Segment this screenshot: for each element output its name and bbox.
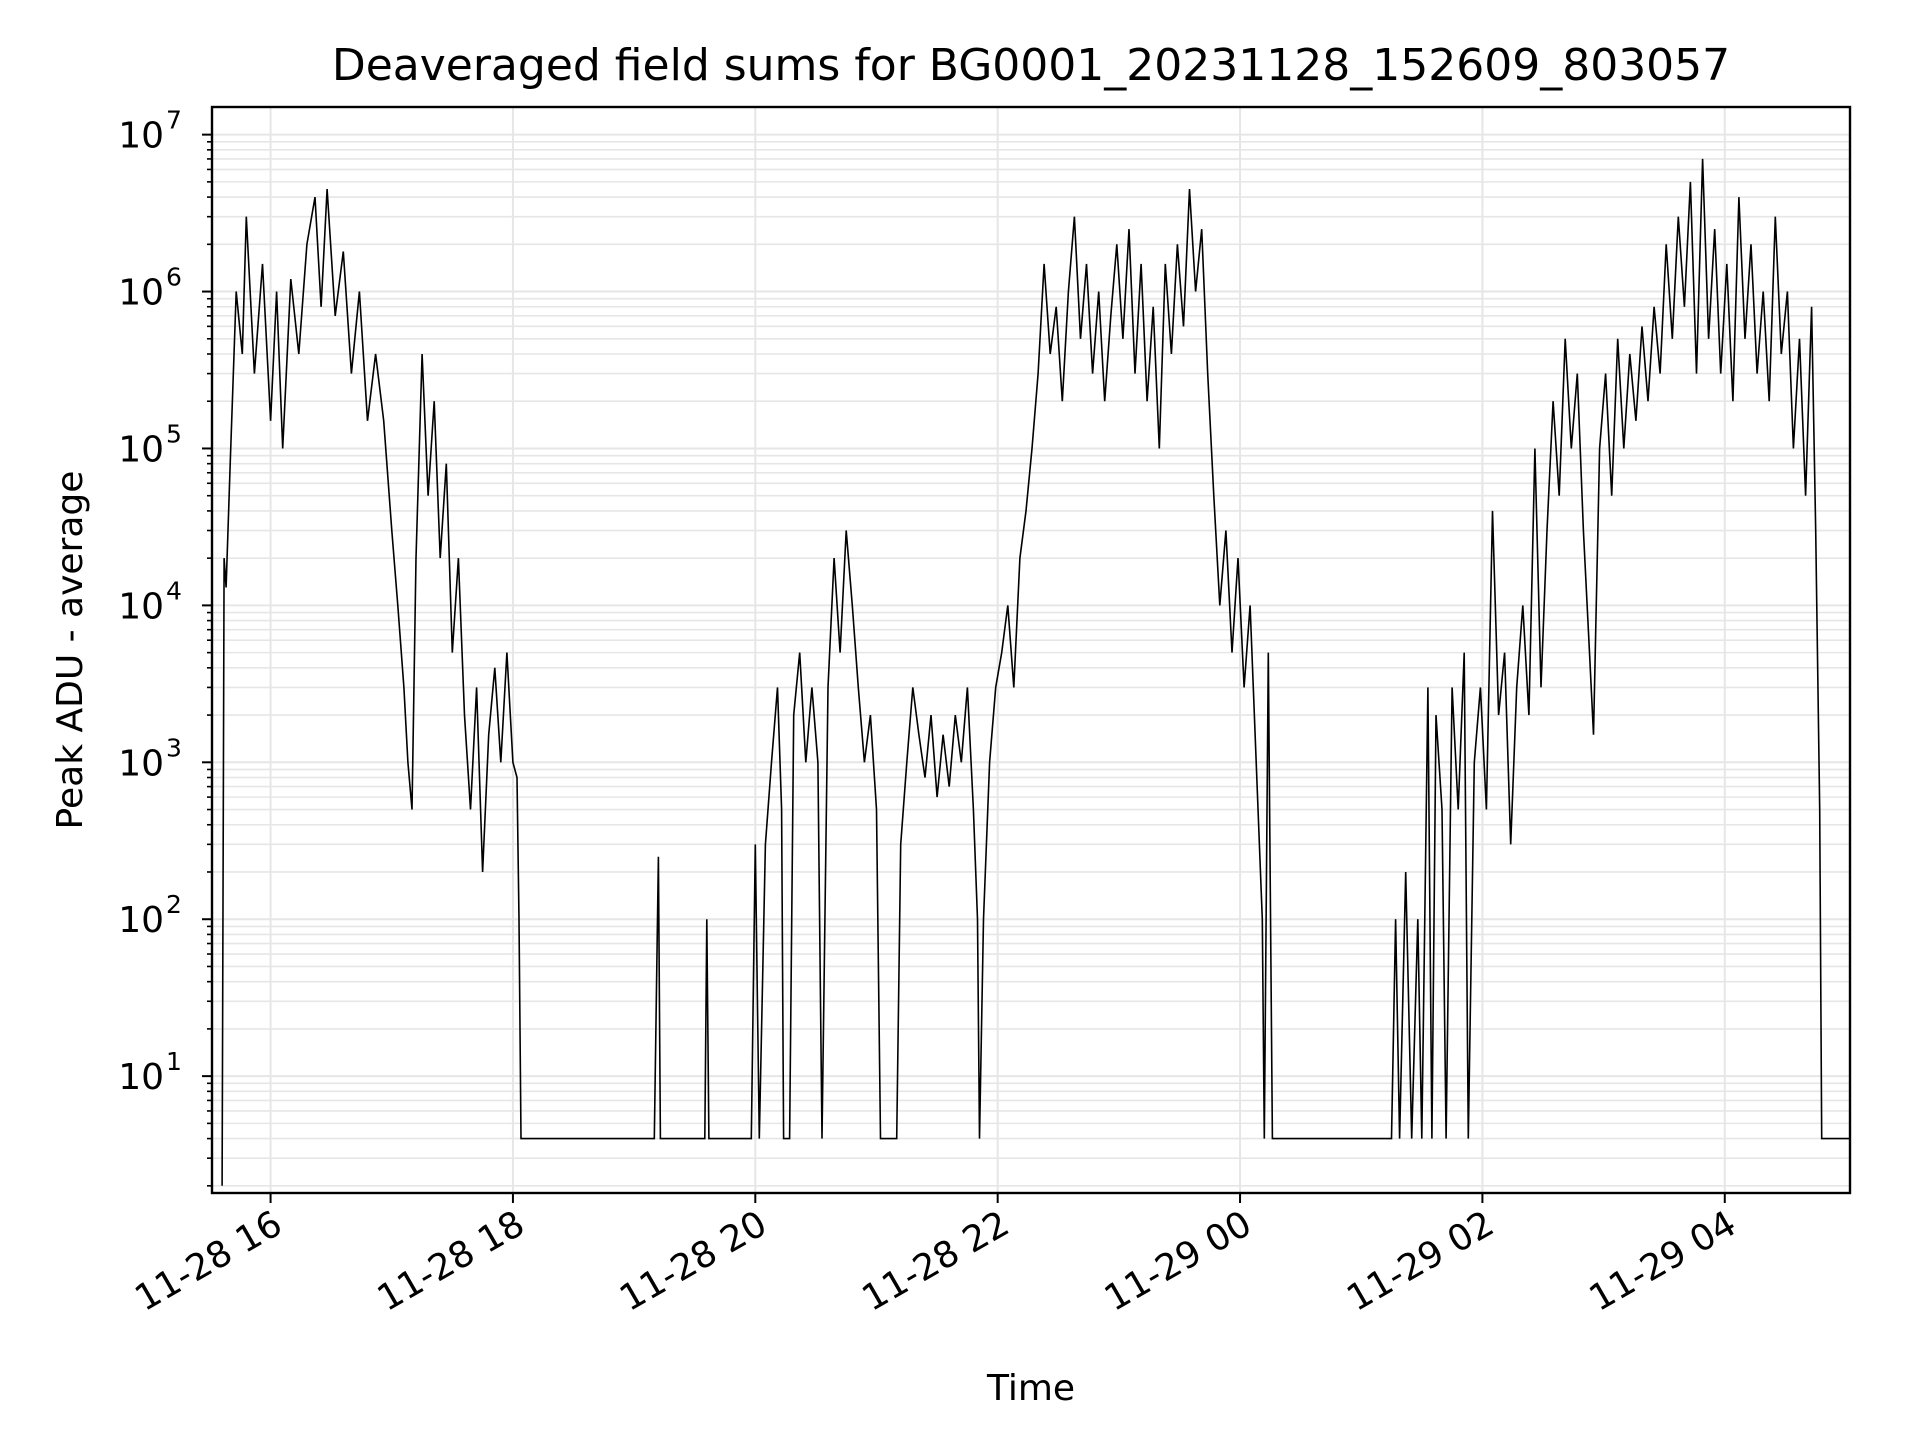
series-line (221, 158, 1850, 1186)
y-tick-label: 10 (118, 273, 164, 314)
grid (212, 107, 1850, 1193)
plot-frame (210, 105, 1852, 1195)
y-tick-label: 10 (118, 586, 164, 627)
y-tick-exponent: 3 (166, 733, 182, 762)
chart-title: Deaveraged field sums for BG0001_2023112… (332, 40, 1730, 91)
x-axis-label: Time (986, 1368, 1075, 1409)
y-tick-label: 10 (118, 900, 164, 941)
y-tick-exponent: 2 (166, 890, 182, 919)
y-tick-exponent: 1 (166, 1047, 182, 1076)
y-tick-label: 10 (118, 429, 164, 470)
y-tick-label: 10 (118, 116, 164, 157)
y-tick-label: 10 (118, 743, 164, 784)
y-tick-exponent: 5 (166, 419, 182, 448)
y-tick-exponent: 6 (166, 263, 182, 292)
y-axis-label: Peak ADU - average (50, 471, 91, 830)
line-layer (221, 158, 1850, 1186)
y-tick-exponent: 7 (166, 106, 182, 135)
y-tick-exponent: 4 (166, 576, 182, 605)
y-tick-label: 10 (118, 1057, 164, 1098)
